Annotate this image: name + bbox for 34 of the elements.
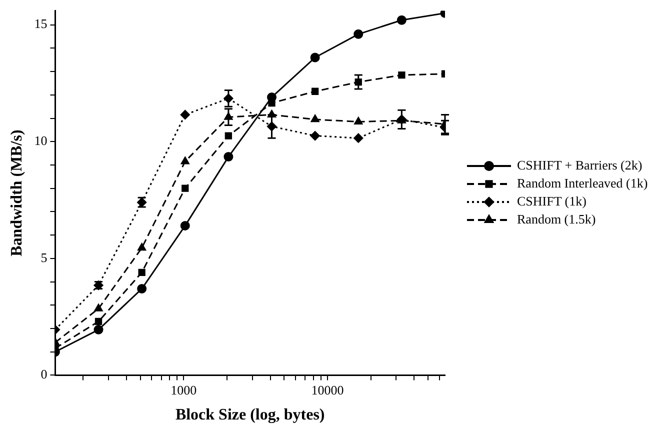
point xyxy=(94,324,104,334)
point xyxy=(180,156,190,164)
point xyxy=(354,133,364,143)
legend-label: Random (1.5k) xyxy=(517,211,596,226)
point xyxy=(396,15,406,25)
legend-label: CSHIFT + Barriers (2k) xyxy=(517,157,642,172)
legend-label: CSHIFT (1k) xyxy=(517,193,586,208)
y-tick-label: 10 xyxy=(34,133,48,148)
point xyxy=(138,268,146,276)
point xyxy=(310,131,320,141)
y-tick-label: 15 xyxy=(34,16,48,32)
point xyxy=(398,71,406,79)
point xyxy=(267,92,277,102)
point xyxy=(182,184,189,192)
point xyxy=(311,88,319,95)
point xyxy=(224,132,232,140)
point xyxy=(137,284,147,294)
point xyxy=(224,152,234,162)
x-tick-label: 10000 xyxy=(311,382,344,398)
point xyxy=(94,304,103,312)
point xyxy=(180,220,190,230)
point xyxy=(94,318,102,326)
legend-label: Random Interleaved (1k) xyxy=(517,175,648,190)
point xyxy=(138,243,146,251)
point xyxy=(354,117,363,125)
point xyxy=(310,52,320,62)
x-axis-title: Block Size (log, bytes) xyxy=(175,406,325,424)
point xyxy=(180,110,190,120)
point xyxy=(310,114,320,122)
y-tick-label: 5 xyxy=(40,250,48,265)
y-axis-title: Bandwidth (MB/s) xyxy=(8,130,26,256)
point xyxy=(354,29,364,39)
y-tick-label: 0 xyxy=(40,366,48,382)
x-tick-label: 1000 xyxy=(170,382,197,398)
